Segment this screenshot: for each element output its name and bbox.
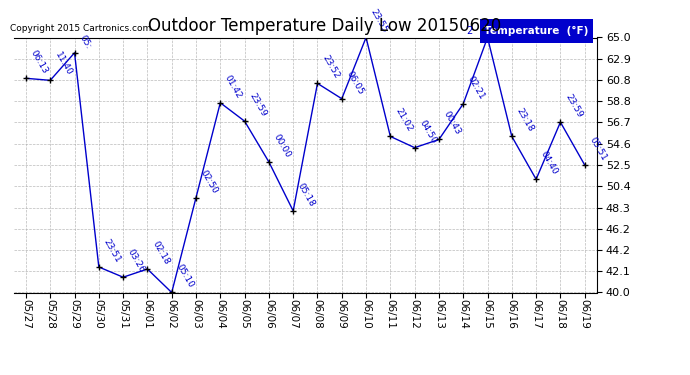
- Text: 04:50: 04:50: [417, 118, 438, 145]
- Text: 00:00: 00:00: [272, 132, 293, 159]
- Text: 05:18: 05:18: [296, 181, 317, 208]
- Text: 06:13: 06:13: [29, 49, 50, 75]
- Text: 06:05: 06:05: [344, 69, 365, 96]
- Text: 23:18: 23:18: [515, 107, 535, 134]
- Text: 02:50: 02:50: [199, 168, 219, 195]
- Text: 05:51: 05:51: [587, 135, 608, 162]
- Text: 21:02: 21:02: [393, 107, 414, 134]
- Text: 23:59: 23:59: [248, 92, 268, 118]
- Text: Temperature  (°F): Temperature (°F): [484, 26, 589, 36]
- Text: 05:: 05:: [77, 33, 92, 50]
- Text: 05:10: 05:10: [175, 263, 195, 290]
- Text: 02:18: 02:18: [150, 240, 171, 266]
- Text: 23:55: 23:55: [369, 8, 390, 35]
- Text: 02:21: 02:21: [466, 74, 486, 101]
- Text: 23:59: 23:59: [563, 93, 584, 119]
- Text: 01:42: 01:42: [223, 73, 244, 100]
- Text: 04:40: 04:40: [539, 150, 560, 177]
- Text: Copyright 2015 Cartronics.com: Copyright 2015 Cartronics.com: [10, 24, 152, 33]
- Text: 23:51: 23:51: [101, 237, 122, 264]
- Text: 11:40: 11:40: [53, 51, 74, 78]
- Text: 2: 2: [466, 26, 473, 36]
- Text: 03:26: 03:26: [126, 248, 146, 274]
- Text: 00:43: 00:43: [442, 110, 462, 137]
- Text: Outdoor Temperature Daily Low 20150620: Outdoor Temperature Daily Low 20150620: [148, 17, 501, 35]
- Text: 23:52: 23:52: [320, 54, 341, 81]
